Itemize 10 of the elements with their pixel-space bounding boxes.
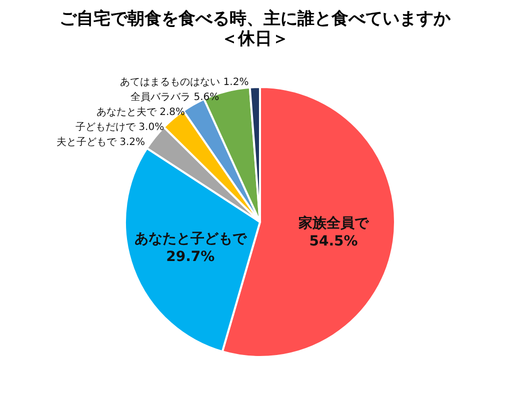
slice-label: あなたと子どもで xyxy=(134,230,248,247)
chart-subtitle: ＜休日＞ xyxy=(221,29,289,49)
slice-label: 子どもだけで 3.0% xyxy=(75,122,164,134)
chart-title: ご自宅で朝食を食べる時、主に誰と食べていますか xyxy=(60,9,452,29)
slice-label: 夫と子どもで 3.2% xyxy=(56,136,146,148)
data-label: 54.5% xyxy=(309,233,358,250)
data-label: 29.7% xyxy=(166,248,215,265)
slice-label: 家族全員で xyxy=(298,214,370,232)
slice-label: あてはまるものはない 1.2% xyxy=(120,77,249,88)
slice-label: あなたと夫で 2.8% xyxy=(96,106,186,118)
